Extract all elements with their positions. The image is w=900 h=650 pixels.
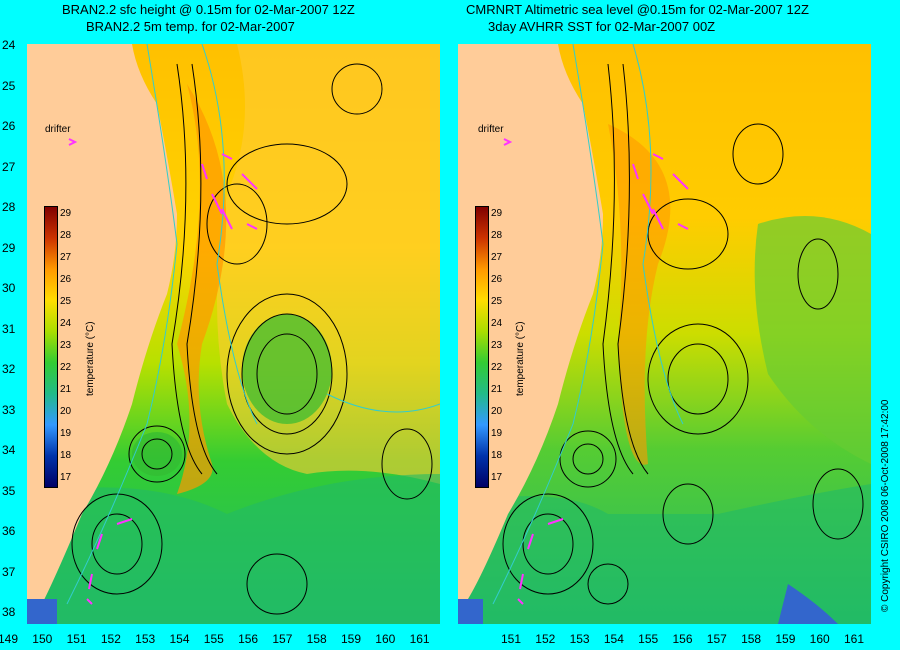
left-colorbar-tick: 17 [60,472,72,483]
y-tick-label: 34 [2,443,16,457]
left-title-line1: BRAN2.2 sfc height @ 0.15m for 02-Mar-20… [62,2,355,17]
left-drifter-label: drifter [45,124,71,135]
left-colorbar-tick: 28 [60,230,72,241]
x-tick-label-left: 158 [306,632,327,646]
right-colorbar-tick: 18 [491,450,503,461]
x-tick-label-right: 152 [535,632,556,646]
x-tick-label-left: 149 [0,632,19,646]
left-colorbar-tick: 23 [60,340,72,351]
y-tick-label: 32 [2,362,16,376]
x-tick-label-left: 159 [340,632,362,646]
left-colorbar-tick: 24 [60,318,72,329]
y-tick-label: 25 [2,78,16,93]
y-tick-label: 28 [2,200,16,214]
x-tick-label-left: 155 [203,632,224,646]
left-colorbar-label: temperature (°C) [85,321,96,396]
right-colorbar-tick: 17 [491,472,503,483]
right-colorbar-tick: 25 [491,296,503,307]
left-colorbar-tick: 25 [60,296,72,307]
right-colorbar-tick: 22 [491,362,503,373]
right-colorbar [475,206,489,488]
y-tick-label: 33 [2,402,16,417]
x-tick-label-left: 156 [238,632,259,646]
x-tick-label-left: 151 [66,632,87,646]
right-map-panel [458,44,871,624]
x-tick-label-right: 154 [603,632,624,646]
right-colorbar-tick: 24 [491,318,503,329]
y-tick-label: 35 [2,483,16,498]
y-tick-label: 38 [2,605,16,619]
right-colorbar-tick: 21 [491,384,503,395]
x-tick-label-right: 160 [809,632,830,646]
x-tick-label-right: 156 [672,632,693,646]
left-title-line2: BRAN2.2 5m temp. for 02-Mar-2007 [86,19,295,34]
x-tick-label-right: 157 [706,632,727,646]
x-tick-label-right: 161 [843,632,865,646]
y-tick-label: 27 [2,159,16,174]
left-colorbar-tick: 29 [60,208,72,219]
right-title-line2: 3day AVHRR SST for 02-Mar-2007 00Z [488,19,716,34]
left-colorbar-tick: 21 [60,384,72,395]
left-colorbar-tick: 20 [60,406,72,417]
right-colorbar-label: temperature (°C) [515,321,526,396]
left-colorbar [44,206,58,488]
x-tick-label-right: 159 [775,632,796,646]
x-tick-label-right: 153 [569,632,590,646]
x-tick-label-left: 161 [409,632,430,646]
x-tick-label-left: 157 [272,632,293,646]
left-colorbar-tick: 22 [60,362,72,373]
y-tick-label: 29 [2,240,16,255]
x-tick-label-left: 153 [135,632,156,646]
left-map-panel [27,44,440,624]
left-colorbar-tick: 18 [60,450,72,461]
x-tick-label-right: 158 [741,632,762,646]
right-colorbar-tick: 23 [491,340,503,351]
x-tick-label-right: 155 [638,632,659,646]
right-colorbar-tick: 28 [491,230,503,241]
x-tick-label-right: 151 [500,632,522,646]
y-tick-label: 24 [2,38,16,52]
y-tick-label: 36 [2,524,16,538]
y-tick-label: 31 [2,321,16,336]
x-tick-label-left: 160 [375,632,396,646]
y-tick-label: 26 [2,119,16,133]
right-colorbar-tick: 19 [491,428,503,439]
left-colorbar-tick: 27 [60,252,72,263]
right-colorbar-tick: 29 [491,208,503,219]
right-drifter-label: drifter [478,124,504,135]
right-colorbar-tick: 27 [491,252,503,263]
x-tick-label-left: 152 [100,632,121,646]
right-colorbar-tick: 26 [491,274,503,285]
right-colorbar-tick: 20 [491,406,503,417]
left-colorbar-tick: 26 [60,274,72,285]
x-tick-label-left: 150 [32,632,53,646]
right-title-line1: CMRNRT Altimetric sea level @0.15m for 0… [466,2,809,17]
y-tick-label: 30 [2,281,16,295]
copyright-text: © Copyright CSIRO 2008 06-Oct-2008 17:42… [880,399,891,613]
left-map-svg [27,44,440,624]
y-tick-label: 37 [2,564,16,579]
x-tick-label-left: 154 [169,632,190,646]
right-map-svg [458,44,871,624]
left-colorbar-tick: 19 [60,428,72,439]
